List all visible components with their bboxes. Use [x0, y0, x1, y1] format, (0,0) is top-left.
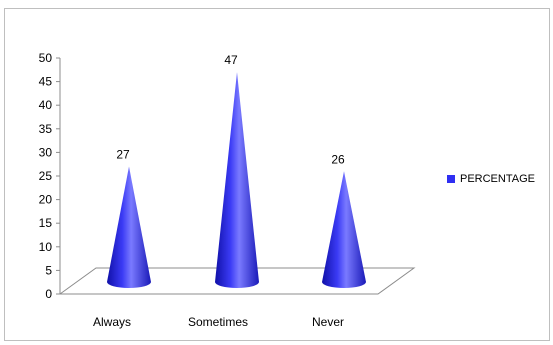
- legend-label: PERCENTAGE: [460, 173, 535, 185]
- y-tick-label: 20: [39, 193, 53, 207]
- x-label-group: Always Sometimes Never: [93, 315, 344, 329]
- y-tick-label: 25: [39, 169, 53, 183]
- cone-always: [107, 166, 151, 288]
- data-label: 47: [224, 53, 238, 67]
- y-tick-label: 30: [39, 145, 53, 159]
- cone-sometimes: [215, 72, 259, 288]
- data-label: 26: [331, 152, 345, 166]
- cone-mark: [215, 72, 259, 288]
- y-tick-label: 5: [45, 263, 52, 277]
- data-label: 27: [116, 148, 130, 162]
- cone-never: [322, 171, 366, 288]
- y-tick-label: 10: [39, 240, 53, 254]
- y-tick-label: 45: [39, 75, 53, 89]
- legend-swatch: [447, 175, 455, 183]
- y-tick-label: 50: [39, 51, 53, 65]
- legend: PERCENTAGE: [447, 173, 535, 185]
- x-tick-label: Always: [93, 315, 131, 329]
- x-tick-label: Sometimes: [188, 315, 248, 329]
- y-tick-label: 0: [45, 287, 52, 301]
- y-tick-label: 40: [39, 98, 53, 112]
- y-tick-group: 0 5 10 15 20 25 30 35 40 45 50: [39, 51, 60, 301]
- cone-mark: [322, 171, 366, 288]
- cone-mark: [107, 166, 151, 288]
- cone-group: 27 47 26: [107, 53, 366, 288]
- y-tick-label: 35: [39, 122, 53, 136]
- y-tick-label: 15: [39, 216, 53, 230]
- x-tick-label: Never: [312, 315, 344, 329]
